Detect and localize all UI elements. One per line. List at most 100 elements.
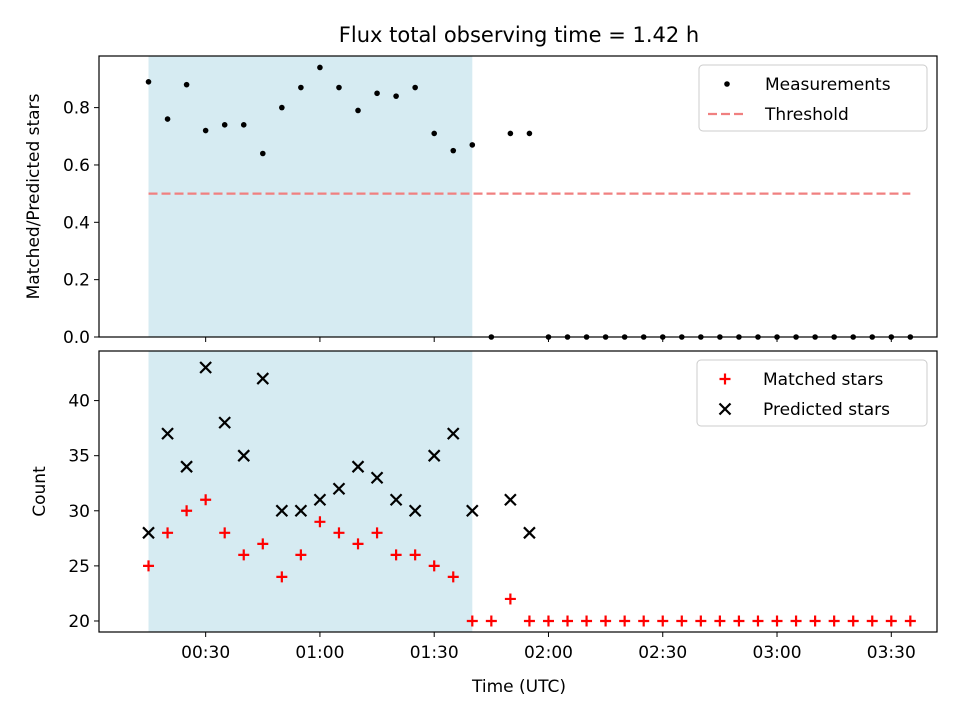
data-point [183,81,190,88]
legend-swatch [719,373,731,385]
data-point [180,460,193,473]
plot-frame [98,55,938,338]
legend-label: Matched stars [763,370,883,390]
data-point [333,527,345,539]
data-point [904,615,916,627]
data-point [657,615,669,627]
data-point [523,526,536,540]
data-point [238,549,250,561]
x-tick-label: 01:00 [295,643,344,663]
legend: Matched stars Predicted stars [696,359,928,427]
data-point [237,449,251,462]
data-point [332,482,346,496]
data-point [428,560,440,572]
data-point [221,122,228,128]
y-axis-label: Count [30,466,50,517]
data-point [523,615,535,627]
data-point [790,615,802,627]
data-point [295,549,307,561]
data-point [276,571,288,583]
data-point [352,538,364,550]
data-point [314,516,326,528]
data-point [466,504,479,518]
data-point [427,449,441,462]
count-panel: 20 25 30 35 40 00:30 01:00 01:30 02:00 02:30 03:00… [30,350,938,663]
data-point [581,615,593,627]
data-point [202,127,209,134]
shaded-region [148,56,473,337]
data-point [257,538,269,550]
data-point [408,504,422,518]
data-point [504,493,517,507]
data-point [256,372,270,385]
x-tick-label: 03:00 [753,643,802,663]
data-point [142,526,155,540]
y-tick-label: 30 [68,502,90,522]
data-point [317,64,323,71]
legend-box [696,359,928,427]
y-tick-label: 40 [68,392,90,412]
data-point [240,122,247,128]
legend-label: Predicted stars [763,400,890,420]
data-point [145,79,152,85]
plot-frame [98,350,938,633]
data-point [828,615,840,627]
data-point [181,505,193,517]
data-point [466,615,478,627]
data-point [371,527,383,539]
data-point [638,615,650,627]
chart-title: Flux total observing time = 1.42 h [339,23,699,47]
series-matched-stars [143,494,916,627]
y-tick-label: 0.0 [63,328,90,348]
data-point [431,130,438,137]
data-point [143,560,155,572]
data-point [351,460,365,473]
legend-box [698,64,928,132]
y-tick-label: 25 [68,557,90,577]
y-tick-label: 35 [68,447,90,467]
data-point [809,615,821,627]
legend-label: Threshold [764,105,849,125]
data-point [259,150,266,157]
data-point [885,615,897,627]
data-point [218,416,231,429]
x-tick-label: 03:30 [867,643,916,663]
data-point [469,142,476,148]
data-point [390,549,402,561]
data-point [542,615,554,627]
data-point [279,104,285,111]
shaded-region [148,351,473,632]
x-tick-label: 02:30 [638,643,687,663]
data-point [200,494,212,506]
x-tick-label: 00:30 [181,643,230,663]
data-point [600,615,612,627]
data-point [733,615,745,627]
data-point [450,147,457,154]
data-point [526,130,533,137]
x-tick-label: 02:00 [524,643,573,663]
data-point [313,493,327,507]
data-point [393,93,399,99]
data-point [866,615,878,627]
y-axis-label: Matched/Predicted stars [24,93,44,299]
data-point [752,615,764,627]
data-point [507,130,514,137]
data-point [275,504,289,518]
ratio-panel: 0.0 0.2 0.4 0.6 0.8 Matched/Predicted stars Me… [24,55,938,348]
data-point [446,427,460,440]
data-point [619,615,631,627]
series-predicted-stars [142,361,536,540]
data-point [504,593,516,605]
data-point [695,615,707,627]
legend: Measurements Threshold [698,64,928,132]
data-point [847,615,859,627]
data-point [412,84,418,91]
data-point [714,615,726,627]
y-tick-label: 20 [68,612,90,632]
data-point [389,493,403,507]
data-point [409,549,421,561]
series-measurements [145,64,914,340]
legend-label: Measurements [765,75,891,95]
data-point [485,615,497,627]
